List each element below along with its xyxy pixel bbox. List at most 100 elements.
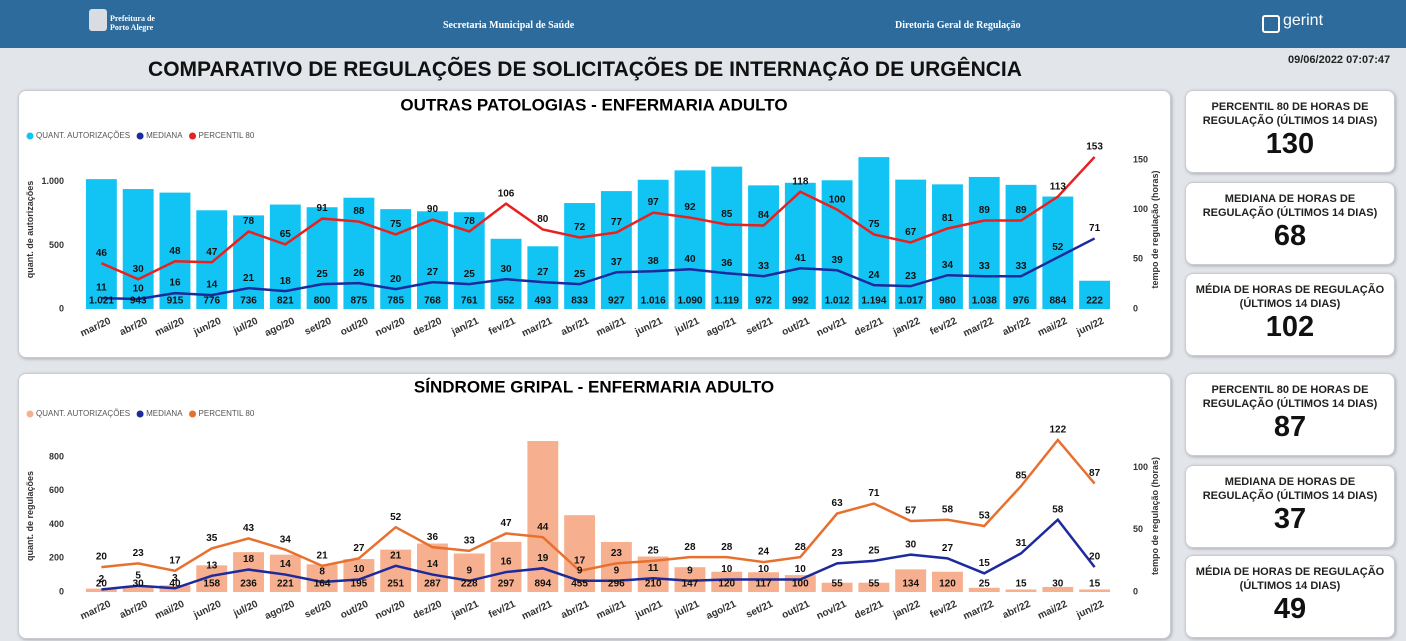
y2-tick-label: 0 [1133,586,1138,596]
data-label: 875 [351,296,368,307]
bar [968,587,1000,592]
data-label: 24 [758,547,770,558]
bar [417,211,448,309]
y-tick-label: 600 [49,485,64,495]
data-label: 78 [243,216,255,227]
bar [159,192,191,309]
data-label: 736 [240,296,257,307]
x-tick-label: abr/21 [560,316,592,339]
data-label: 296 [608,579,625,590]
x-tick-label: out/21 [780,599,812,622]
data-label: 55 [868,579,880,590]
bar [417,543,448,592]
data-label: 44 [537,522,549,533]
data-label: 493 [534,296,551,307]
data-label: 1.090 [677,296,702,307]
legend-marker [136,132,144,140]
data-label: 71 [868,488,880,499]
data-label: 71 [1089,223,1101,234]
bar [306,564,338,592]
y2-axis-title: tempo de regulação (horas) [1150,457,1160,575]
data-label: 58 [942,504,954,515]
data-label: 41 [795,253,807,264]
data-label: 20 [96,552,108,563]
data-label: 15 [979,558,991,569]
bar [564,515,596,592]
x-tick-label: jan/21 [449,599,481,622]
data-label: 14 [280,559,292,570]
data-label: 11 [96,283,107,294]
y-tick-label: 200 [49,553,64,563]
kpi-card: PERCENTIL 80 DE HORAS DE REGULAÇÃO (ÚLTI… [1185,90,1395,173]
data-label: 768 [424,296,441,307]
data-label: 85 [1015,471,1027,482]
data-label: 40 [684,254,696,265]
data-label: 46 [96,248,108,259]
data-label: 120 [939,579,956,590]
data-label: 1.194 [861,296,886,307]
data-label: 297 [498,579,515,590]
y-tick-label: 400 [49,519,64,529]
directorate: Diretoria Geral de Regulação [895,20,1021,31]
data-label: 153 [1086,142,1103,153]
x-tick-label: jan/22 [891,316,923,339]
bar [122,586,154,592]
x-tick-label: mar/21 [520,316,554,340]
data-label: 18 [280,276,292,287]
data-label: 31 [1015,538,1027,549]
data-label: 24 [868,270,880,281]
kpi-value: 130 [1265,128,1315,160]
data-label: 943 [130,296,147,307]
data-label: 980 [939,296,956,307]
data-label: 118 [792,176,809,187]
data-label: 36 [721,258,733,269]
brand-icon [1262,15,1280,33]
data-label: 761 [461,296,478,307]
kpi-label: PERCENTIL 80 DE HORAS DE REGULAÇÃO (ÚLTI… [1202,101,1378,127]
kpi-value: 102 [1265,311,1315,343]
data-label: 81 [942,213,954,224]
data-label: 15 [1089,579,1101,590]
x-tick-label: mai/21 [595,599,628,622]
data-label: 38 [648,256,660,267]
bar [85,179,117,309]
x-tick-label: mar/20 [79,599,113,623]
data-label: 28 [795,542,807,553]
data-label: 30 [133,264,145,275]
x-tick-label: out/20 [339,316,371,339]
data-label: 89 [1015,205,1027,216]
x-tick-label: fev/21 [487,316,518,338]
data-label: 16 [169,278,181,289]
data-label: 20 [96,579,108,590]
data-label: 14 [427,559,439,570]
data-label: 34 [942,260,954,271]
data-label: 1.017 [898,296,923,307]
bar [490,541,522,592]
data-label: 91 [317,203,329,214]
data-label: 97 [648,197,660,208]
data-label: 1.012 [825,296,850,307]
data-label: 25 [464,269,476,280]
legend-label: QUANT. AUTORIZAÇÕES [36,131,130,140]
bar [1079,589,1111,592]
x-tick-label: ago/20 [263,599,297,623]
data-label: 9 [466,565,472,576]
data-label: 10 [758,564,770,575]
x-tick-label: abr/20 [118,316,150,339]
data-label: 84 [758,210,770,221]
y-tick-label: 500 [49,240,64,250]
data-label: 57 [905,506,917,517]
data-label: 552 [498,296,515,307]
bar [895,179,927,309]
data-label: 10 [795,564,807,575]
data-label: 25 [979,579,991,590]
x-tick-label: nov/21 [815,599,849,623]
x-tick-label: mar/20 [79,316,113,340]
data-label: 158 [203,579,220,590]
kpi-value: 37 [1273,503,1307,535]
data-label: 236 [240,579,257,590]
data-label: 117 [755,579,772,590]
line [101,237,1096,301]
x-tick-label: fev/22 [928,316,959,338]
x-tick-label: set/21 [744,316,775,338]
